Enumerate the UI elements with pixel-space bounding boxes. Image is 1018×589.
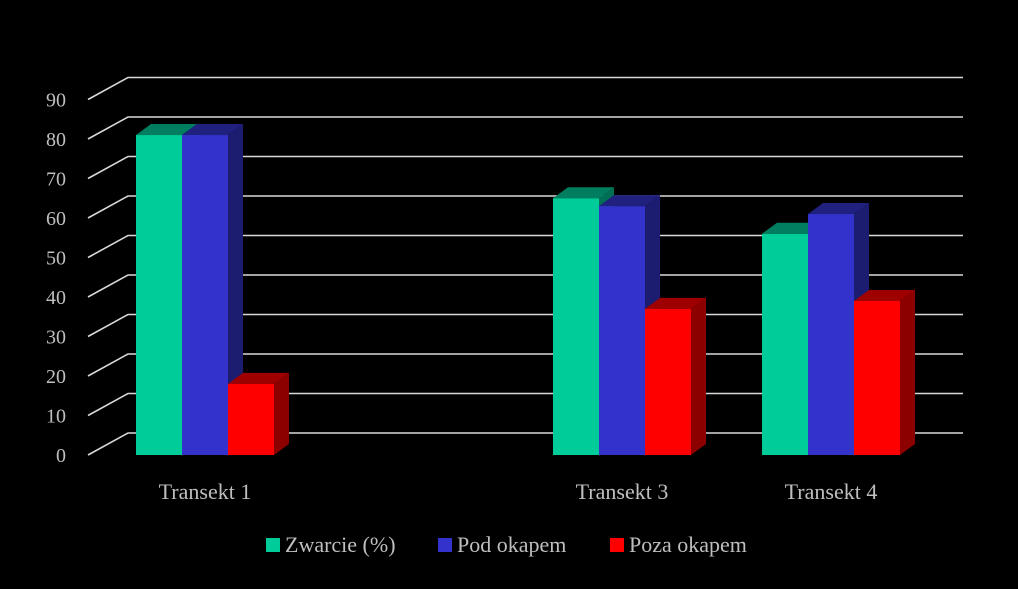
bar-top-face [854,289,915,301]
bar-top-face [599,195,660,207]
bar-front-face [808,214,854,455]
legend-label: Pod okapem [457,532,566,557]
bar [182,124,243,456]
bar-top-face [136,124,197,136]
y-tick-label: 50 [46,248,66,270]
legend-label: Poza okapem [629,532,747,557]
gridline [87,195,963,219]
gridline [87,76,963,101]
gridline [87,234,963,259]
gridline [87,274,963,298]
bar-top-face [762,222,823,234]
bar-side-face [274,372,289,455]
bar-side-face [228,124,243,456]
y-tick-label: 80 [46,129,66,151]
legend-swatch [438,538,452,552]
bar-front-face [553,198,599,455]
bar-front-face [854,300,900,455]
bar-front-face [228,383,274,455]
legend-item: Poza okapem [610,532,747,557]
y-tick-label: 10 [46,406,66,428]
bar-top-face [228,372,289,384]
legend-swatch [266,538,280,552]
gridline [87,155,963,180]
bars [136,124,915,456]
bar [645,297,706,455]
x-tick-label: Transekt 4 [785,479,878,504]
bar-top-face [645,297,706,309]
bar-top-face [808,203,869,215]
bar-top-face [182,124,243,136]
y-tick-label: 30 [46,327,66,349]
gridlines [87,76,963,456]
y-tick-label: 0 [56,445,66,467]
bar [228,372,289,455]
bar [854,289,915,455]
legend-swatch [610,538,624,552]
bar-side-face [691,297,706,455]
legend-item: Zwarcie (%) [266,532,396,557]
gridline [87,116,963,140]
legend-label: Zwarcie (%) [285,532,396,557]
y-tick-label: 70 [46,169,66,191]
legend: Zwarcie (%) Pod okapem Poza okapem [266,532,747,557]
bar-front-face [599,206,645,455]
x-tick-label: Transekt 3 [576,479,669,504]
bar-front-face [762,233,808,455]
y-tick-label: 40 [46,287,66,309]
bar-front-face [645,308,691,455]
y-tick-label: 60 [46,208,66,230]
bar-side-face [900,289,915,455]
y-axis-ticks: 0 10 20 30 40 50 60 70 80 90 [46,90,66,468]
x-tick-label: Transekt 1 [159,479,252,504]
y-tick-label: 90 [46,90,66,112]
bar-top-face [553,187,614,199]
bar-front-face [136,135,182,456]
x-axis-ticks: Transekt 1 Transekt 3 Transekt 4 [159,479,878,504]
legend-item: Pod okapem [438,532,566,557]
bar-front-face [182,135,228,456]
y-tick-label: 20 [46,366,66,388]
